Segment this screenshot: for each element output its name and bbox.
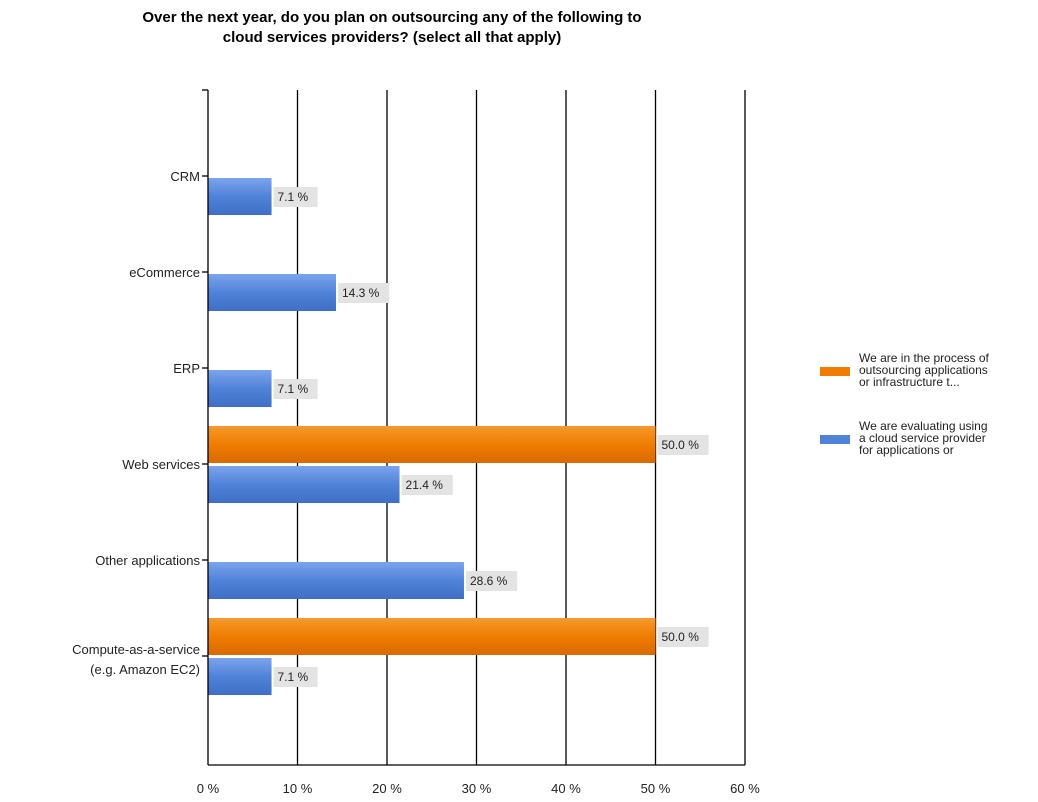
category-label: ERP (173, 361, 200, 376)
data-label: 28.6 % (465, 571, 518, 591)
x-tick-label: 10 % (283, 781, 313, 796)
data-label-bg (657, 627, 709, 647)
legend-label: We are evaluating using (859, 419, 988, 433)
data-label: 7.1 % (273, 379, 318, 399)
x-tick-label: 50 % (641, 781, 671, 796)
data-label-text: 50.0 % (662, 438, 700, 452)
data-label-bg (273, 667, 318, 687)
data-label-bg (401, 475, 453, 495)
legend-label: We are in the process of (859, 351, 990, 365)
data-label: 21.4 % (401, 475, 453, 495)
bar-outsourcing (208, 426, 656, 463)
data-label-text: 7.1 % (278, 382, 309, 396)
axes: 0 % 10 % 20 % 30 % 40 % 50 % 60 % CRM eCommerce E… (72, 89, 760, 796)
data-label: 50.0 % (657, 435, 709, 455)
legend-label: outsourcing applications (859, 363, 988, 377)
category-label: eCommerce (129, 265, 200, 280)
x-tick-label: 20 % (372, 781, 402, 796)
bar-evaluating (208, 178, 272, 215)
legend-label: or infrastructure t... (859, 375, 960, 389)
data-label-text: 50.0 % (662, 630, 700, 644)
data-label: 14.3 % (337, 283, 390, 303)
bar-outsourcing (208, 618, 656, 655)
data-labels: 7.1 % 14.3 % 7.1 % 50.0 % 21.4 % 28.6 % 50.0 %… (273, 187, 709, 687)
category-label: CRM (170, 169, 200, 184)
data-label-bg (273, 379, 318, 399)
chart-title: Over the next year, do you plan on outso… (142, 9, 641, 46)
x-tick-label: 30 % (462, 781, 492, 796)
data-label-text: 21.4 % (406, 478, 444, 492)
data-label-text: 28.6 % (470, 574, 508, 588)
bar-evaluating (208, 562, 464, 599)
legend-label: for applications or (859, 443, 954, 457)
data-label-bg (657, 435, 709, 455)
data-label-text: 7.1 % (278, 190, 309, 204)
bar-evaluating (208, 658, 272, 695)
data-label: 50.0 % (657, 627, 709, 647)
data-label: 7.1 % (273, 667, 318, 687)
data-label-bg (273, 187, 318, 207)
data-label-bg (465, 571, 518, 591)
data-label-bg (337, 283, 390, 303)
category-label: Other applications (95, 553, 200, 568)
legend-label: a cloud service provider (859, 431, 986, 445)
bar-evaluating (208, 274, 336, 311)
chart-title-line: Over the next year, do you plan on outso… (142, 9, 641, 26)
category-label: Web services (122, 457, 200, 472)
category-label: Compute-as-a-service (72, 642, 200, 657)
data-label-text: 14.3 % (342, 286, 380, 300)
x-tick-label: 40 % (551, 781, 581, 796)
data-label-text: 7.1 % (278, 670, 309, 684)
chart-title-line: cloud services providers? (select all th… (223, 29, 561, 46)
x-tick-label: 60 % (730, 781, 760, 796)
bar-evaluating (208, 370, 272, 407)
bars (208, 178, 656, 695)
legend-swatch-outsourcing (820, 367, 850, 376)
bar-evaluating (208, 466, 400, 503)
x-tick-label: 0 % (197, 781, 220, 796)
data-label: 7.1 % (273, 187, 318, 207)
category-label: (e.g. Amazon EC2) (90, 662, 200, 677)
legend-swatch-evaluating (820, 435, 850, 444)
